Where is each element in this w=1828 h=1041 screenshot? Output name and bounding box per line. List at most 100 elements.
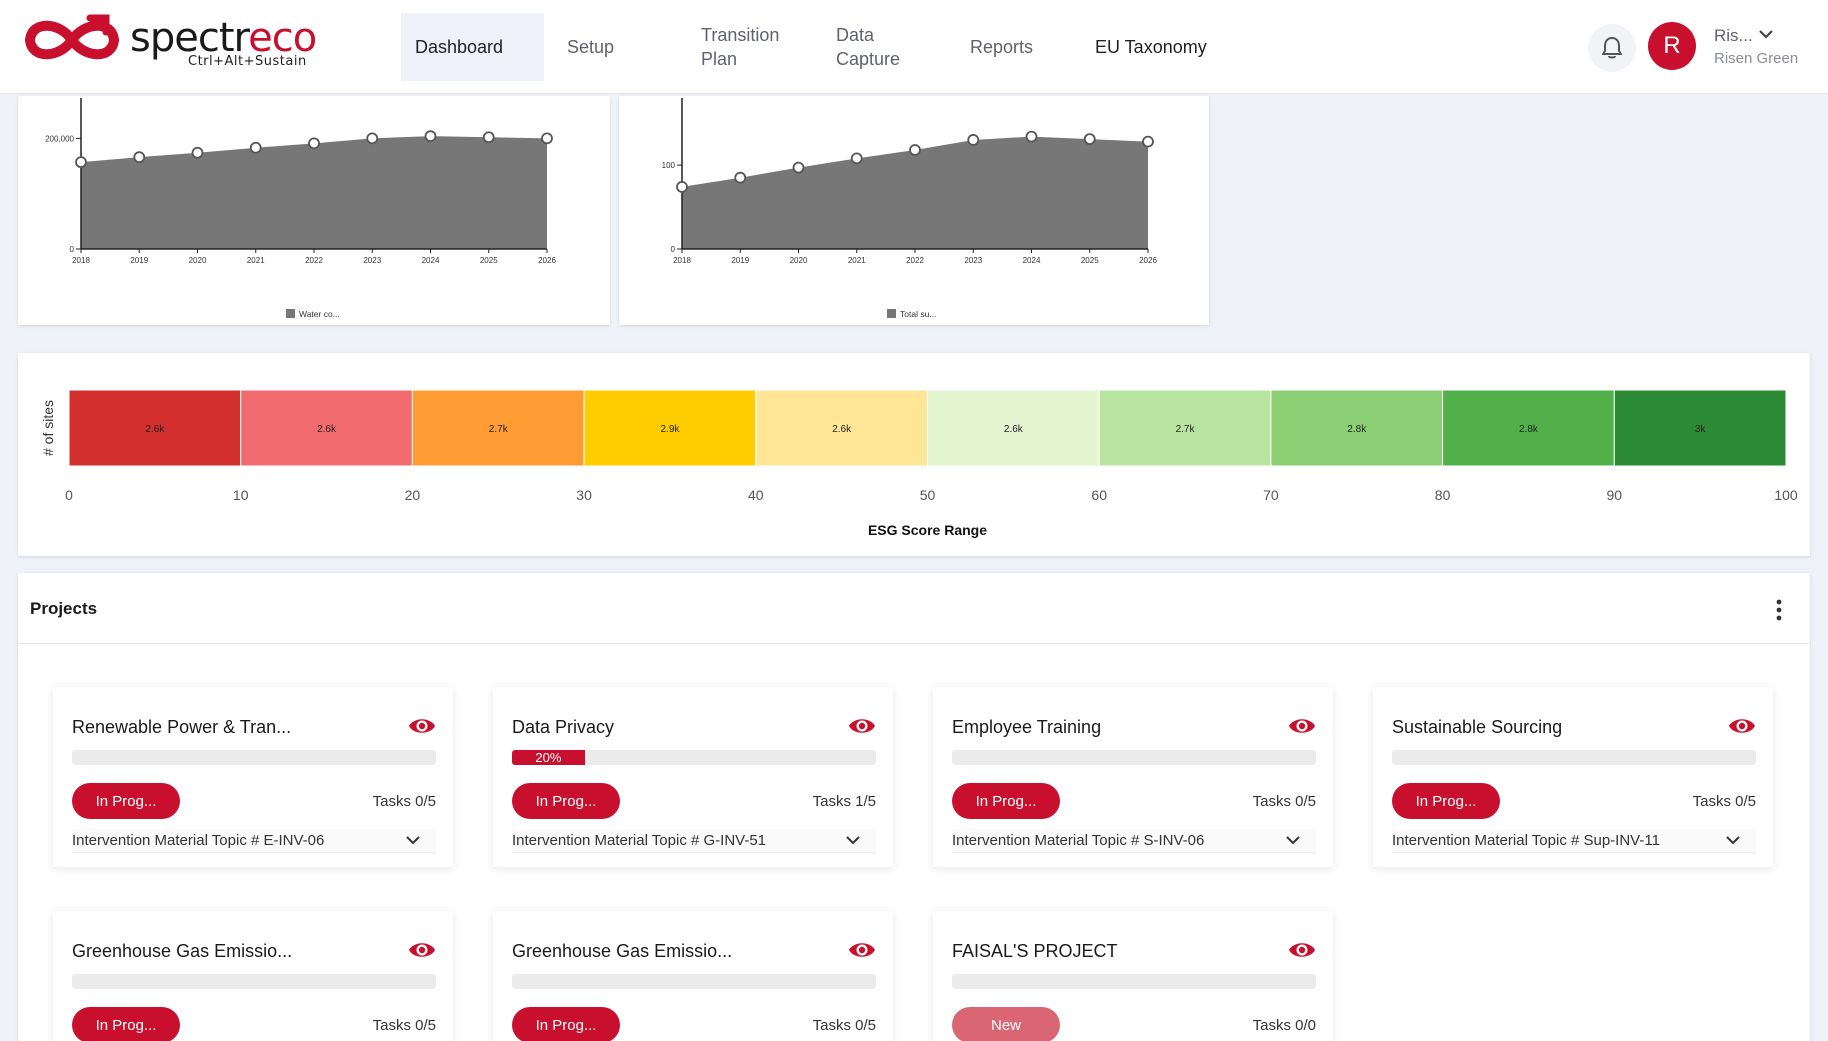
data-point[interactable] (734, 171, 747, 184)
x-tick-label: 2018 (72, 256, 90, 265)
esg-bin-label: 2.9k (660, 424, 680, 435)
data-point[interactable] (676, 181, 688, 193)
status-badge[interactable]: In Prog... (72, 783, 180, 819)
topic-dropdown[interactable]: Intervention Material Topic # Sup-INV-11 (1392, 829, 1756, 853)
view-eye-icon[interactable] (1728, 716, 1756, 736)
esg-bin-bar[interactable] (583, 389, 757, 467)
project-card[interactable]: Renewable Power & Tran... In Prog... Tasks… (53, 687, 453, 867)
chevron-down-icon[interactable] (1726, 835, 1740, 845)
spectreco-logo[interactable]: spectreco Ctrl+Alt+Sustain (20, 12, 320, 72)
status-badge[interactable]: In Prog... (72, 1007, 180, 1041)
tasks-count: Tasks 0/5 (1692, 793, 1756, 810)
esg-bin-label: 2.6k (1004, 424, 1024, 435)
x-tick-label: 2024 (1023, 256, 1041, 265)
project-card[interactable]: Sustainable Sourcing In Prog... Tasks 0/5 I… (1373, 687, 1773, 867)
data-point[interactable] (424, 130, 437, 143)
data-point[interactable] (541, 132, 553, 145)
project-title[interactable]: Greenhouse Gas Emissio... (512, 941, 733, 961)
esg-bin-bar[interactable] (68, 389, 242, 467)
user-avatar[interactable]: R (1648, 22, 1696, 70)
data-point[interactable] (967, 134, 980, 146)
progress-bar (952, 974, 1316, 989)
chevron-down-icon[interactable] (1286, 835, 1300, 845)
x-tick-label: 2026 (538, 256, 556, 265)
topic-dropdown[interactable]: Intervention Material Topic # S-INV-06 (952, 829, 1316, 853)
project-title[interactable]: Renewable Power & Tran... (72, 717, 292, 737)
project-title[interactable]: Employee Training (952, 717, 1102, 737)
data-point[interactable] (482, 131, 495, 144)
esg-bin-bar[interactable] (1613, 389, 1787, 467)
nav-dashboard[interactable]: Dashboard (401, 13, 544, 81)
nav-transition-plan[interactable]: Transition Plan (701, 24, 780, 69)
project-title[interactable]: FAISAL'S PROJECT (952, 941, 1118, 961)
x-tick-label: 30 (576, 487, 592, 503)
esg-bin-bar[interactable] (240, 389, 413, 467)
project-card[interactable]: Greenhouse Gas Emissio... In Prog... Tasks… (493, 911, 893, 1041)
view-eye-icon[interactable] (848, 940, 876, 960)
esg-bin-bar[interactable] (1442, 389, 1615, 467)
project-title[interactable]: Data Privacy (512, 717, 615, 737)
nav-reports[interactable]: Reports (970, 36, 1034, 57)
nav-data-capture[interactable]: Data Capture (836, 24, 901, 69)
view-eye-icon[interactable] (408, 716, 436, 736)
progress-bar (72, 974, 436, 989)
notifications-button[interactable] (1588, 24, 1636, 72)
project-card[interactable]: Greenhouse Gas Emissio... In Prog... Tasks… (53, 911, 453, 1041)
x-tick-label: 2020 (189, 256, 207, 265)
status-badge[interactable]: New (952, 1007, 1060, 1041)
data-point[interactable] (75, 156, 87, 169)
view-eye-icon[interactable] (848, 716, 876, 736)
chevron-down-icon[interactable] (1758, 28, 1774, 40)
x-tick-label: 2024 (422, 256, 440, 265)
data-point[interactable] (133, 151, 146, 164)
project-card[interactable]: FAISAL'S PROJECT New Tasks 0/0 (933, 911, 1333, 1041)
data-point[interactable] (191, 146, 204, 159)
data-point[interactable] (909, 144, 921, 156)
project-title[interactable]: Sustainable Sourcing (1392, 717, 1563, 737)
water-consumption-chart-card: 0 200,000 2018 2019 2020 2021 2022 2023 2024 2025… (18, 96, 610, 325)
esg-bin-bar[interactable] (755, 389, 928, 467)
data-point[interactable] (249, 141, 262, 154)
y-axis-title: # of sites (40, 400, 56, 456)
view-eye-icon[interactable] (408, 940, 436, 960)
esg-bin-bar[interactable] (1270, 389, 1444, 467)
status-badge[interactable]: In Prog... (512, 783, 620, 819)
topic-dropdown[interactable]: Intervention Material Topic # G-INV-51 (512, 829, 876, 853)
top-navbar: spectreco Ctrl+Alt+Sustain Dashboard Set… (0, 0, 1828, 94)
x-tick-label: 2021 (247, 256, 265, 265)
esg-bin-bar[interactable] (411, 389, 585, 467)
total-area-chart: 0 100 2018 2019 2020 2021 2022 2023 2024 2025 2026… (662, 98, 1157, 319)
status-badge[interactable]: In Prog... (952, 783, 1060, 819)
project-card[interactable]: Data Privacy 20% In Prog... Tasks 1/5 Interv… (493, 687, 893, 867)
view-eye-icon[interactable] (1288, 940, 1316, 960)
data-point[interactable] (366, 132, 379, 145)
legend-label[interactable]: Total su... (900, 309, 936, 319)
x-tick-label: 100 (1774, 487, 1798, 503)
nav-setup[interactable]: Setup (567, 36, 615, 57)
projects-title: Projects (30, 599, 98, 618)
nav-eu-taxonomy[interactable]: EU Taxonomy (1095, 36, 1207, 57)
data-point[interactable] (850, 152, 863, 165)
project-card[interactable]: Employee Training In Prog... Tasks 0/5 Inte… (933, 687, 1333, 867)
view-eye-icon[interactable] (1288, 716, 1316, 736)
project-title[interactable]: Greenhouse Gas Emissio... (72, 941, 293, 961)
data-point[interactable] (1083, 133, 1096, 146)
legend-label[interactable]: Water co... (299, 309, 340, 319)
data-point[interactable] (792, 161, 805, 174)
user-short-name[interactable]: Ris... (1714, 26, 1753, 45)
x-tick-label: 2025 (480, 256, 498, 265)
status-badge[interactable]: In Prog... (1392, 783, 1500, 819)
status-badge[interactable]: In Prog... (512, 1007, 620, 1041)
esg-bin-bar[interactable] (927, 389, 1100, 467)
topic-dropdown[interactable]: Intervention Material Topic # E-INV-06 (72, 829, 436, 853)
chevron-down-icon[interactable] (846, 835, 860, 845)
logo-wordmark: spectreco (130, 15, 317, 61)
kebab-menu-icon[interactable] (1776, 599, 1782, 621)
data-point[interactable] (308, 137, 320, 150)
esg-bin-bar[interactable] (1098, 389, 1272, 467)
esg-bin-label: 2.7k (1176, 424, 1196, 435)
x-axis-title: ESG Score Range (868, 522, 987, 538)
data-point[interactable] (1142, 135, 1154, 148)
chevron-down-icon[interactable] (406, 835, 420, 845)
data-point[interactable] (1025, 130, 1038, 143)
